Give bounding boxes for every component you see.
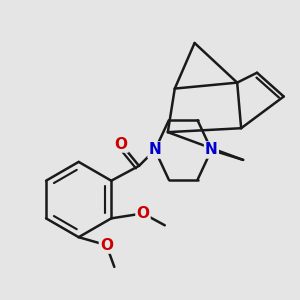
Text: O: O	[100, 238, 113, 253]
Text: O: O	[136, 206, 149, 221]
Text: N: N	[148, 142, 161, 158]
Text: O: O	[115, 136, 128, 152]
Text: N: N	[205, 142, 218, 158]
